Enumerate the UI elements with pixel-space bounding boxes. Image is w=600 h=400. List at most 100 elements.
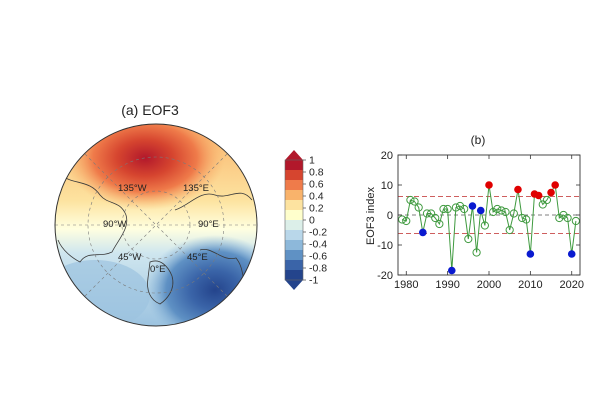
colorbar-tip-top (285, 150, 303, 160)
y-tick-label: -10 (377, 240, 393, 252)
data-point (505, 225, 514, 235)
meridian-label: 90°W (103, 219, 126, 230)
data-point (398, 215, 407, 224)
colorbar-tick-label: 0.8 (309, 167, 324, 179)
colorbar-cell (285, 200, 303, 211)
colorbar-cell (285, 210, 303, 221)
y-tick-label: 10 (381, 180, 393, 192)
colorbar-tip-bottom (285, 280, 303, 290)
y-tick-label: 0 (387, 210, 393, 222)
negative-extreme-point (468, 202, 477, 210)
data-point (497, 206, 506, 215)
colorbar-cell (285, 170, 303, 181)
colorbar-tick-label: -0.4 (309, 239, 327, 251)
data-point (571, 216, 580, 226)
panel-a: (a) EOF3 135°W 135°E 90°W 90°E (54, 102, 327, 327)
y-axis-label: EOF3 index (365, 186, 377, 245)
data-point (542, 195, 552, 205)
colorbar-tick-label: 0 (309, 215, 315, 227)
negative-anomaly-field-west (55, 260, 150, 326)
data-point (464, 234, 473, 244)
graticule (55, 153, 257, 297)
data-point (460, 204, 469, 214)
colorbar-tick-label: 0.2 (309, 203, 324, 215)
negative-extreme-point (476, 206, 485, 215)
colorbar: 10.80.60.40.20-0.2-0.4-0.6-0.8-1 (284, 150, 327, 290)
negative-extreme-point (567, 250, 576, 258)
data-point (422, 209, 432, 218)
data-point (555, 213, 564, 223)
y-tick-label: -20 (377, 270, 393, 282)
data-point (501, 207, 510, 217)
colorbar-cell (285, 260, 303, 271)
colorbar-tick-label: 1 (309, 155, 315, 167)
data-point (414, 203, 423, 212)
colorbar-cell (285, 270, 303, 281)
colorbar-tick-label: 0.4 (309, 191, 324, 203)
data-point (439, 204, 448, 214)
data-point (472, 248, 481, 257)
x-tick-label: 1980 (394, 279, 418, 291)
data-point (435, 219, 444, 229)
polar-map (55, 124, 257, 326)
x-tick-label: 2000 (477, 279, 501, 291)
positive-extreme-point (485, 181, 493, 189)
data-point (406, 195, 415, 205)
data-point (455, 201, 465, 211)
colorbar-cell (285, 190, 303, 201)
panel-b-title: (b) (471, 133, 486, 147)
data-point (493, 204, 502, 214)
negative-extreme-point (447, 266, 456, 275)
colorbar-cells (284, 150, 304, 290)
colorbar-cell (285, 180, 303, 191)
data-point (489, 207, 498, 217)
positive-extreme-point (514, 185, 522, 194)
meridian-label: 135°W (118, 183, 147, 194)
colorbar-cell (285, 240, 303, 251)
meridian-label: 135°E (183, 183, 209, 194)
negative-anomaly-field (145, 235, 257, 326)
meridian-label: 90°E (198, 219, 219, 230)
coastline-north-america (57, 174, 128, 263)
meridian-labels: 135°W 135°E 90°W 90°E 45°W 45°E 0°E (103, 183, 219, 275)
map-border (54, 123, 258, 327)
colorbar-cell (285, 220, 303, 231)
negative-extreme-point (419, 228, 427, 237)
coastline-greenland (147, 260, 174, 305)
y-tick-label: 20 (381, 150, 393, 162)
meridian-label: 45°E (187, 252, 208, 263)
x-tick-label: 2020 (559, 279, 583, 291)
colorbar-cell (285, 160, 303, 171)
positive-extreme-point (551, 181, 559, 189)
colorbar-cell (285, 230, 303, 241)
panel-a-title: (a) EOF3 (121, 102, 179, 118)
data-point (480, 221, 489, 230)
data-point (517, 213, 527, 223)
colorbar-cell (285, 250, 303, 261)
meridian-label: 0°E (150, 264, 165, 275)
colorbar-ticks: 10.80.60.40.20-0.2-0.4-0.6-0.8-1 (303, 155, 327, 287)
data-point (509, 209, 518, 218)
colorbar-tick-label: -0.8 (309, 263, 327, 275)
data-point (426, 209, 436, 218)
data-point (410, 197, 419, 206)
colorbar-tick-label: -1 (309, 275, 318, 287)
panel-b: (b) EOF3 index 1980 1990 2000 2010 202020100… (365, 133, 584, 291)
data-point (538, 200, 547, 209)
data-point (443, 204, 452, 214)
positive-extreme-point (547, 188, 555, 197)
data-point (431, 213, 440, 223)
data-point (522, 215, 531, 224)
x-tick-label: 2010 (518, 279, 542, 291)
colorbar-tick-label: -0.6 (309, 251, 327, 263)
negative-extreme-point (526, 250, 535, 258)
data-point (451, 203, 461, 212)
data-point (559, 210, 568, 220)
colorbar-tick-label: 0.6 (309, 179, 324, 191)
data-point (402, 216, 411, 226)
x-tick-label: 1990 (435, 279, 459, 291)
meridian-label: 45°W (118, 252, 141, 263)
colorbar-tick-label: -0.2 (309, 227, 327, 239)
